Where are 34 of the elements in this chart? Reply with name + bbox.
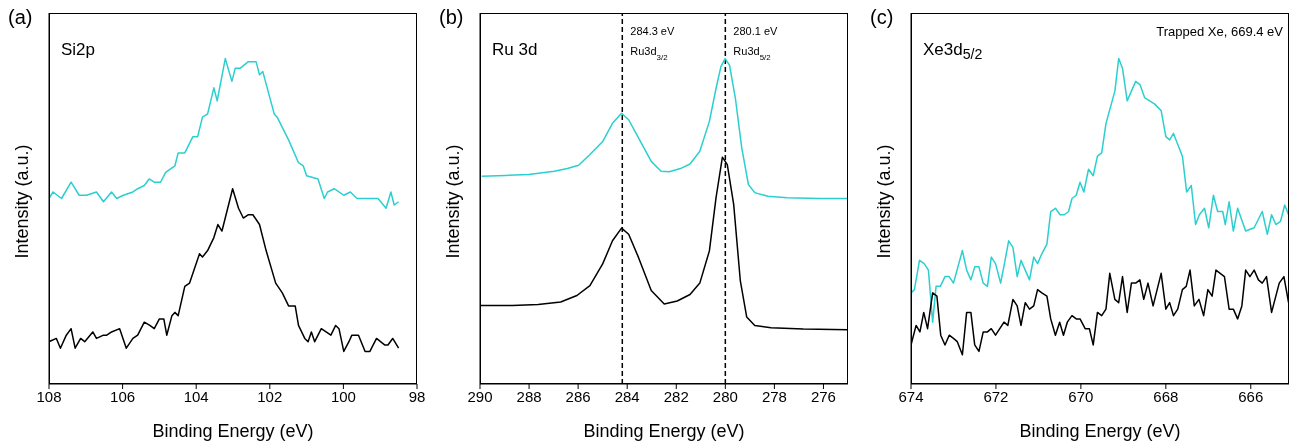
y-axis-title: Intensity (a.u.) [874, 144, 895, 259]
annotation: Xe3d$_{5/2}$ [923, 40, 983, 63]
x-axis-title: Binding Energy (eV) [152, 421, 314, 441]
x-tick-label: 670 [1068, 387, 1094, 405]
x-tick-label: 98 [408, 387, 426, 405]
x-tick-label: 674 [898, 387, 924, 405]
x-tick-label: 102 [257, 387, 283, 405]
x-tick-label: 282 [663, 387, 689, 405]
annotation: Ru 3d [492, 40, 538, 60]
ref-line-label: 284.3 eV Ru3d$_{3/2}$ [630, 25, 675, 62]
x-tick-label: 288 [516, 387, 542, 405]
x-tick-label: 100 [330, 387, 356, 405]
x-axis-title: Binding Energy (eV) [1019, 421, 1181, 441]
annotation: Si2p [61, 40, 96, 60]
x-tick-label: 290 [467, 387, 493, 405]
ref-line-label: 280.1 eV Ru3d$_{5/2}$ [733, 25, 779, 62]
chart-title: (c) [870, 6, 894, 29]
x-tick-label: 672 [983, 387, 1009, 405]
chart-title: (a) [8, 6, 33, 29]
x-axis-title: Binding Energy (eV) [583, 421, 745, 441]
chart-title: (b) [439, 6, 464, 29]
y-axis-title: Intensity (a.u.) [12, 144, 33, 259]
y-axis-title: Intensity (a.u.) [443, 144, 464, 259]
x-tick-label: 280 [712, 387, 738, 405]
x-tick-label: 286 [565, 387, 591, 405]
x-tick-label: 666 [1238, 387, 1264, 405]
text: Trapped Xe, 669.4 eV [1156, 24, 1283, 39]
x-tick-label: 106 [110, 387, 136, 405]
x-tick-label: 284 [614, 387, 640, 405]
x-tick-label: 668 [1153, 387, 1179, 405]
x-tick-label: 278 [761, 387, 787, 405]
x-tick-label: 104 [183, 387, 209, 405]
x-tick-label: 276 [810, 387, 836, 405]
x-tick-label: 108 [36, 387, 62, 405]
